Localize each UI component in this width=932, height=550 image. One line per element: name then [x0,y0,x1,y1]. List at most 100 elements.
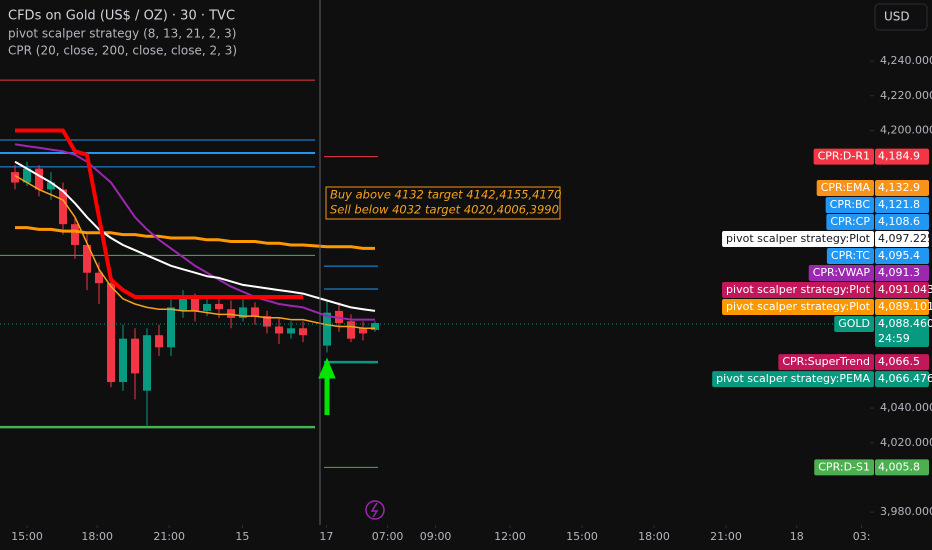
plot-area [0,79,870,468]
candle-body [347,321,355,339]
y-tick-label: 3,980.000 [880,505,932,518]
candle-body [251,307,259,317]
price-tag-name: GOLD [838,317,870,330]
price-tag-name: pivot scalper strategy:Plot [726,232,871,245]
price-tag-value-box [875,213,929,230]
indicator-line [14,174,375,330]
price-tag-name: CPR:BC [830,198,871,211]
price-tag-name-box [808,264,874,281]
candle-body [191,298,199,311]
candle-body [35,168,43,190]
candle-body [275,326,283,334]
price-tag-value: 4,108.6 [878,215,920,228]
y-tick-label: 4,240.000 [880,54,932,67]
price-tag-name-box [834,315,874,332]
price-tag-value: 4,097.225 [878,232,932,245]
price-tag-value-box [875,148,929,165]
price-tag: 4,089.101 pivot scalper strategy:Plot [722,298,932,315]
indicator-legend[interactable]: CPR (20, close, 200, close, close, 2, 3) [8,44,237,58]
price-tag: 4,066.476 pivot scalper strategy:PEMA [712,371,932,388]
candle-body [23,168,31,183]
candle-body [203,303,211,311]
indicator-line [14,160,376,312]
price-tag: 4,095.4 CPR:TC [826,247,929,264]
x-tick-label: 21:00 [710,530,742,543]
price-tag-value: 4,184.9 [878,150,920,163]
indicator-line [15,226,375,250]
price-tag: 4,091.043 pivot scalper strategy:Plot [722,281,932,298]
y-tick-label: 4,020.000 [880,436,932,449]
x-tick-label: 15 [235,530,249,543]
candle-body [95,272,103,284]
price-tag-value-box [875,298,929,315]
price-tag-value-box [875,459,929,476]
price-tag-name-box [712,371,874,388]
price-tag-name-box [722,230,874,247]
annotation-box [325,186,561,220]
x-tick-label: 12:00 [494,530,526,543]
buy-signal-arrow [318,357,336,415]
x-tick-label: 15:00 [11,530,43,543]
price-tag-value: 4,091.3 [878,266,920,279]
indicator-line [15,128,303,299]
price-tag-value-box [875,371,929,388]
candle-body [47,182,55,190]
annotation: Buy above 4132 target 4142,4155,4170Sell… [325,186,561,220]
price-tag: 4,091.3 CPR:VWAP [808,264,929,281]
candle-body [287,328,295,334]
x-tick-label: 18:00 [81,530,113,543]
candle-body [359,328,367,334]
price-tag-value: 4,132.9 [878,181,920,194]
price-tag-name: CPR:VWAP [813,266,871,279]
price-tag-value-box [875,196,929,213]
currency-label[interactable]: USD [884,10,910,24]
x-tick-label: 07:00 [372,530,404,543]
price-tag-value-box [875,315,929,347]
price-tag-value: 4,091.043 [878,283,932,296]
price-tag: 4,121.8 CPR:BC [825,196,929,213]
candle-body [71,224,79,245]
replay-icon[interactable] [365,500,385,520]
price-tag-name: CPR:TC [831,249,870,262]
candle-body [299,328,307,336]
price-tag: 4,132.9 CPR:EMA [816,179,929,196]
price-tag-name-box [722,281,874,298]
candle-body [167,307,175,348]
price-tag-value: 4,005.8 [878,460,920,473]
price-tag-name: pivot scalper strategy:Plot [726,283,871,296]
x-tick-label: 18:00 [638,530,670,543]
candle-body [263,316,271,327]
price-tag: 4,097.225 pivot scalper strategy:Plot [722,230,932,247]
price-tag-value: 4,121.8 [878,198,920,211]
indicator-legend[interactable]: pivot scalper strategy (8, 13, 21, 2, 3) [8,27,236,41]
price-tag-name: CPR:EMA [821,181,871,194]
price-tag-name-box [825,196,874,213]
candle-body [227,309,235,318]
price-tag-value-box [875,179,929,196]
price-tag-value-box [875,247,929,264]
price-tag-value-box [875,264,929,281]
price-tag-value-box [875,354,929,371]
y-tick-label: 4,040.000 [880,401,932,414]
candle-body [371,323,379,330]
price-tag-name-box [813,148,874,165]
price-tag-name-box [814,459,874,476]
price-tag-name-box [826,213,874,230]
price-tag: 4,005.8 CPR:D-S1 [814,459,929,476]
candle-body [83,244,91,273]
x-tick-label: 17 [319,530,333,543]
price-tag-name: pivot scalper strategy:PEMA [716,372,870,385]
currency-button[interactable]: USD [874,3,928,31]
price-tag-value-box [875,281,929,298]
price-tag-value-box [875,230,929,247]
candle-body [323,312,331,346]
price-tag-name: CPR:CP [830,215,870,228]
annotation-text: Buy above 4132 target 4142,4155,4170 [330,188,561,202]
candle-body [155,335,163,348]
price-tag-value: 4,095.4 [878,249,920,262]
y-tick-label: 4,220.000 [880,89,932,102]
x-tick-label: 15:00 [566,530,598,543]
